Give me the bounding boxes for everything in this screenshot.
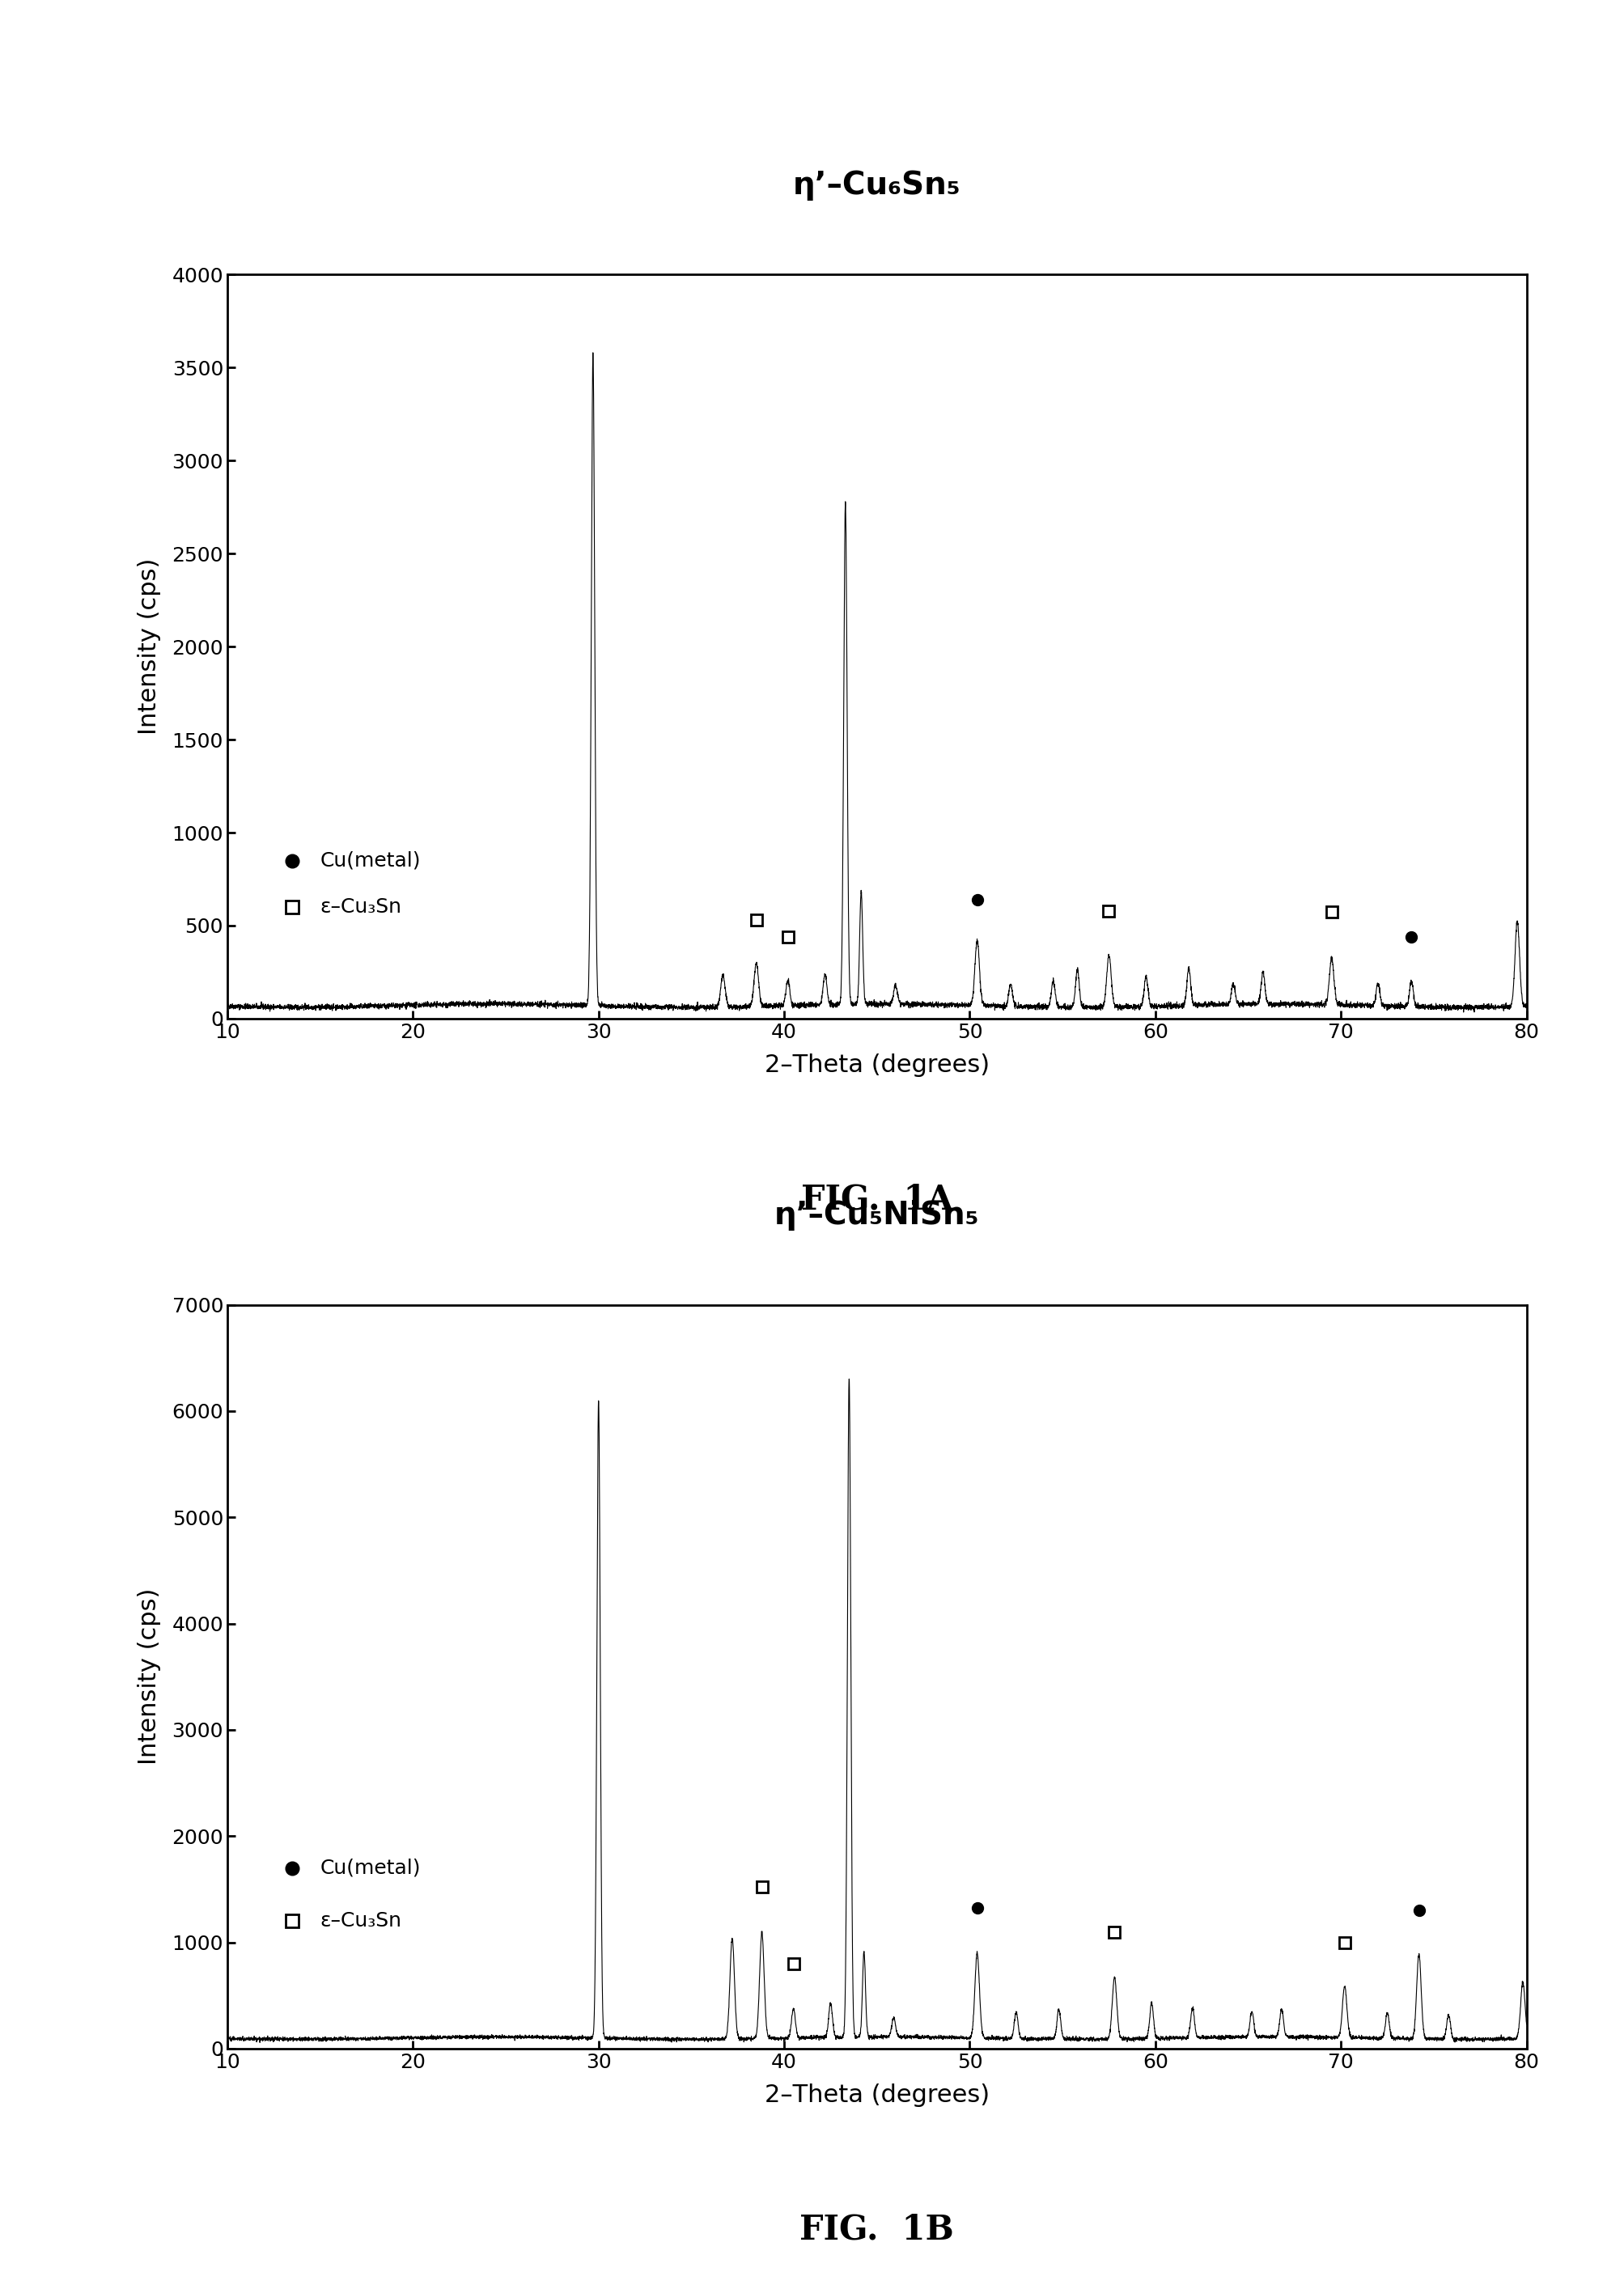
- Text: ε–Cu₃Sn: ε–Cu₃Sn: [320, 1911, 401, 1932]
- X-axis label: 2–Theta (degrees): 2–Theta (degrees): [765, 2083, 989, 2106]
- X-axis label: 2–Theta (degrees): 2–Theta (degrees): [765, 1053, 989, 1076]
- Text: Cu(metal): Cu(metal): [320, 852, 421, 870]
- Text: ε–Cu₃Sn: ε–Cu₃Sn: [320, 897, 401, 916]
- Text: FIG.  1B: FIG. 1B: [799, 2211, 955, 2246]
- Text: η’–Cu₆Sn₅: η’–Cu₆Sn₅: [793, 169, 961, 199]
- Text: FIG.  1A: FIG. 1A: [801, 1181, 953, 1215]
- Text: Cu(metal): Cu(metal): [320, 1859, 421, 1877]
- Y-axis label: Intensity (cps): Intensity (cps): [138, 559, 161, 735]
- Y-axis label: Intensity (cps): Intensity (cps): [138, 1589, 161, 1765]
- Text: η’–Cu₅NiSn₅: η’–Cu₅NiSn₅: [775, 1199, 979, 1229]
